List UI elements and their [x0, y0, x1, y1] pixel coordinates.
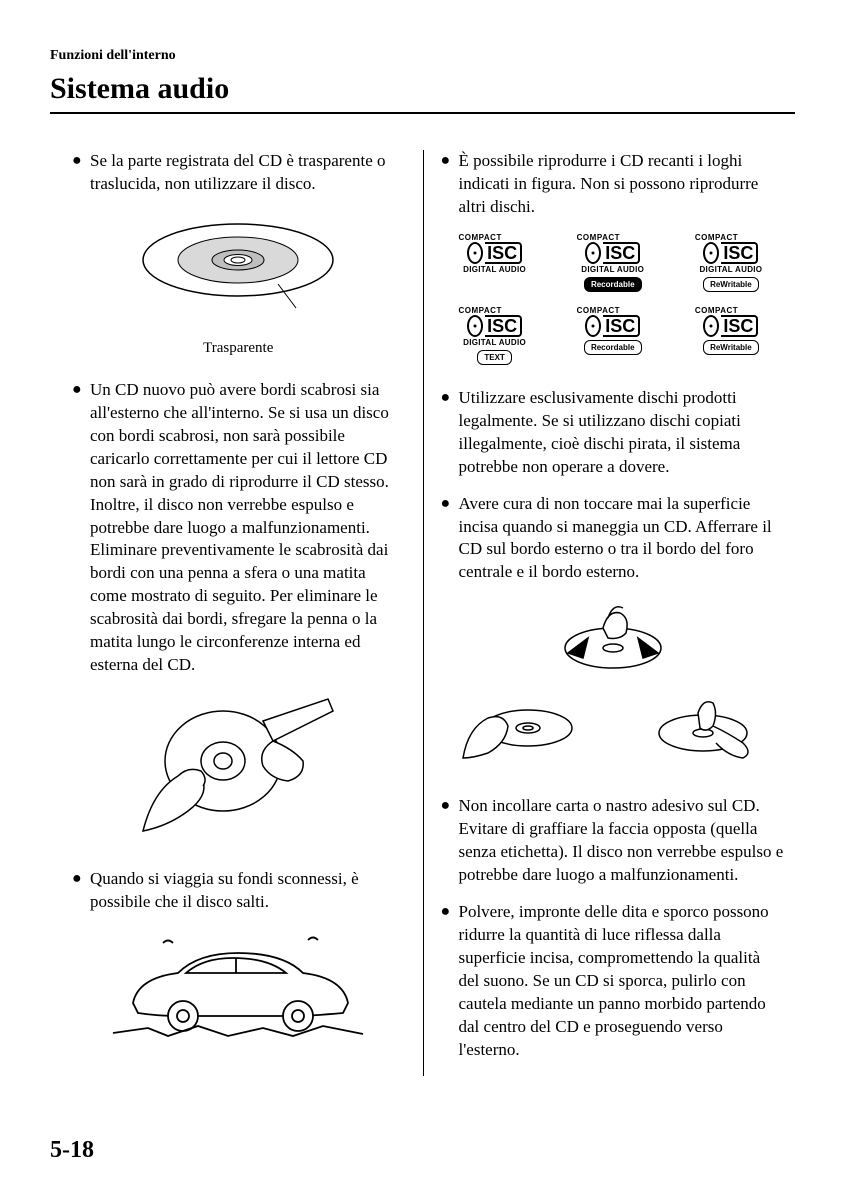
- bullet-icon: ●: [441, 901, 459, 1062]
- list-item: ● Avere cura di non toccare mai la super…: [441, 493, 786, 585]
- column-divider: [423, 150, 424, 1076]
- page-title: Sistema audio: [50, 72, 795, 114]
- figure-disc-logos: COMPACTISCDIGITAL AUDIOCOMPACTISCDIGITAL…: [441, 233, 786, 365]
- content-columns: ● Se la parte registrata del CD è traspa…: [50, 150, 795, 1076]
- right-column: ● È possibile riprodurre i CD recanti i …: [423, 150, 796, 1076]
- figure-label: Trasparente: [72, 340, 405, 357]
- figure-cd-handling: [441, 598, 786, 773]
- list-item: ● Utilizzare esclusivamente dischi prodo…: [441, 387, 786, 479]
- disc-logo: COMPACTISCRecordable: [559, 306, 667, 365]
- disc-logo: COMPACTISCDIGITAL AUDIOReWritable: [677, 233, 785, 292]
- bullet-icon: ●: [441, 493, 459, 585]
- bullet-text: È possibile riprodurre i CD recanti i lo…: [459, 150, 786, 219]
- bullet-text: Avere cura di non toccare mai la superfi…: [459, 493, 786, 585]
- bullet-icon: ●: [441, 387, 459, 479]
- bullet-icon: ●: [441, 150, 459, 219]
- bullet-icon: ●: [72, 868, 90, 914]
- list-item: ● Non incollare carta o nastro adesivo s…: [441, 795, 786, 887]
- page-number: 5-18: [50, 1137, 94, 1164]
- list-item: ● Quando si viaggia su fondi sconnessi, …: [72, 868, 405, 914]
- bullet-text: Polvere, impronte delle dita e sporco po…: [459, 901, 786, 1062]
- bullet-icon: ●: [72, 150, 90, 196]
- figure-hands-cd: [72, 691, 405, 846]
- disc-logo: COMPACTISCDIGITAL AUDIORecordable: [559, 233, 667, 292]
- bullet-icon: ●: [72, 379, 90, 677]
- disc-logo: COMPACTISCDIGITAL AUDIO: [441, 233, 549, 292]
- bullet-text: Utilizzare esclusivamente dischi prodott…: [459, 387, 786, 479]
- list-item: ● Se la parte registrata del CD è traspa…: [72, 150, 405, 196]
- bullet-text: Se la parte registrata del CD è traspare…: [90, 150, 405, 196]
- left-column: ● Se la parte registrata del CD è traspa…: [50, 150, 423, 1076]
- breadcrumb: Funzioni dell'interno: [50, 48, 795, 64]
- list-item: ● Un CD nuovo può avere bordi scabrosi s…: [72, 379, 405, 677]
- figure-car-bumpy: [72, 928, 405, 1053]
- figure-cd-transparent: Trasparente: [72, 210, 405, 357]
- disc-logo: COMPACTISCDIGITAL AUDIOTEXT: [441, 306, 549, 365]
- disc-logo: COMPACTISCReWritable: [677, 306, 785, 365]
- bullet-text: Un CD nuovo può avere bordi scabrosi sia…: [90, 379, 405, 677]
- bullet-text: Quando si viaggia su fondi sconnessi, è …: [90, 868, 405, 914]
- list-item: ● Polvere, impronte delle dita e sporco …: [441, 901, 786, 1062]
- bullet-icon: ●: [441, 795, 459, 887]
- bullet-text: Non incollare carta o nastro adesivo sul…: [459, 795, 786, 887]
- list-item: ● È possibile riprodurre i CD recanti i …: [441, 150, 786, 219]
